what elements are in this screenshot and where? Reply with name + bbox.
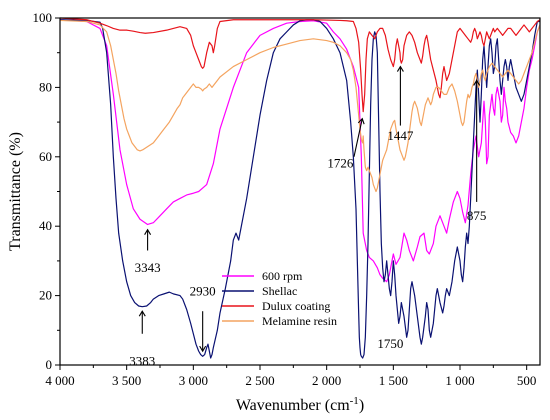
annotation-1726: 1726 <box>327 117 365 171</box>
annotation-label: 875 <box>467 208 487 223</box>
y-tick-label: 40 <box>39 218 52 233</box>
x-tick-label: 500 <box>517 373 537 388</box>
series-line-0 <box>59 19 541 283</box>
legend-label-0: 600 rpm <box>262 269 303 283</box>
y-tick-label: 80 <box>39 79 52 94</box>
annotation-arrowhead <box>138 310 146 317</box>
annotation-arrowhead <box>199 345 207 353</box>
x-axis-title-superscript: -1 <box>350 395 359 407</box>
annotation-label: 3383 <box>129 354 155 369</box>
x-tick-label: 3 500 <box>112 373 141 388</box>
series-line-1 <box>59 19 540 359</box>
annotation-arrowhead <box>396 65 404 72</box>
y-axis-title: Transmittance (%) <box>7 132 24 251</box>
y-tick-label: 20 <box>39 288 52 303</box>
x-tick-label: 3 000 <box>179 373 208 388</box>
x-axis-title: Wavenumber (cm-1) <box>236 395 364 414</box>
series-layer <box>59 17 541 359</box>
x-tick-label: 2 500 <box>245 373 274 388</box>
annotation-arrowhead <box>357 117 365 125</box>
annotation-arrowhead <box>144 228 152 235</box>
y-tick-label: 100 <box>33 10 53 25</box>
series-line-3 <box>59 19 541 193</box>
annotation-1750: 1750 <box>377 336 403 351</box>
legend-label-2: Dulux coating <box>262 299 330 313</box>
x-tick-label: 2 000 <box>312 373 341 388</box>
y-tick-label: 0 <box>46 357 53 372</box>
annotation-3383: 3383 <box>129 310 155 369</box>
annotation-label: 3343 <box>135 260 161 275</box>
x-axis-title-main: Wavenumber (cm <box>236 397 350 414</box>
annotation-label: 1750 <box>377 336 403 351</box>
annotation-label: 1447 <box>387 128 414 143</box>
annotation-3343: 3343 <box>135 228 161 275</box>
x-tick-label: 1 000 <box>445 373 474 388</box>
annotation-875: 875 <box>467 79 487 223</box>
annotation-layer: 3343 3383 2930 1750 1726 1447 875 <box>129 65 487 369</box>
annotation-arrowhead <box>473 79 481 86</box>
annotation-2930: 2930 <box>190 284 216 353</box>
x-tick-label: 1 500 <box>379 373 408 388</box>
y-tick-label: 60 <box>39 149 52 164</box>
legend-label-3: Melamine resin <box>262 314 337 328</box>
axes-layer: 4 000 3 500 3 000 2 500 2 000 1 500 1 000 500 0 2… <box>7 10 541 414</box>
x-tick-label: 4 000 <box>45 373 74 388</box>
annotation-label: 2930 <box>190 284 216 299</box>
series-line-2 <box>59 17 541 113</box>
legend-label-1: Shellac <box>262 284 297 298</box>
x-axis-title-close: ) <box>359 397 364 414</box>
annotation-1447: 1447 <box>387 65 414 143</box>
annotation-arrow <box>353 118 363 157</box>
annotation-label: 1726 <box>327 156 354 171</box>
